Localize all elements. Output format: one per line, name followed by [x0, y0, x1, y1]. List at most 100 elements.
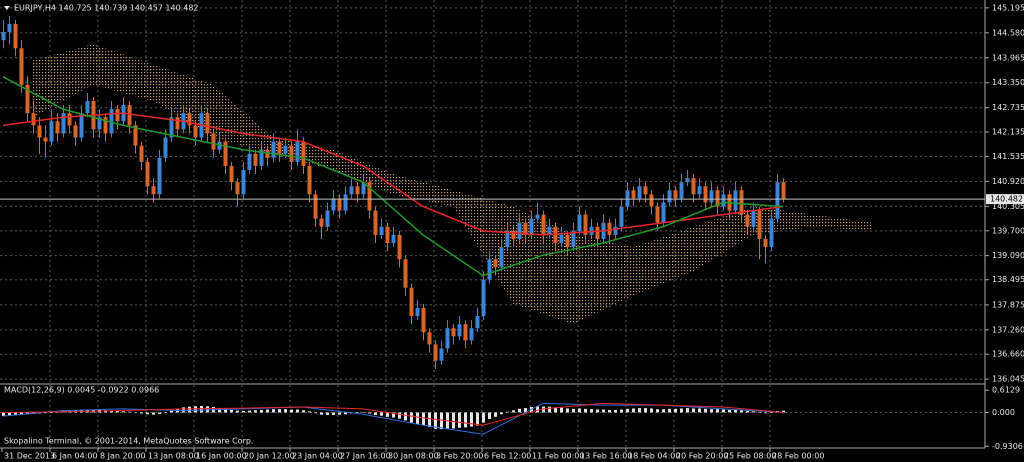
x-tick-label: 11 Feb 00:00: [532, 452, 584, 461]
candle-body: [499, 247, 504, 268]
macd-histogram-bar: [758, 412, 761, 413]
candle-body: [649, 194, 654, 207]
macd-histogram-bar: [470, 412, 473, 427]
macd-histogram-bar: [566, 408, 569, 413]
candle-body: [721, 194, 726, 207]
candle-body: [139, 145, 144, 162]
candle-body: [193, 125, 198, 138]
macd-histogram-bar: [278, 409, 281, 413]
candle-body: [415, 307, 420, 317]
macd-histogram-bar: [236, 410, 239, 413]
macd-histogram-bar: [518, 408, 521, 413]
macd-histogram-bar: [230, 409, 233, 413]
candle-body: [715, 190, 720, 207]
candle-body: [553, 226, 558, 244]
candle-body: [211, 133, 216, 150]
x-tick-label: 16 Jan 00:00: [196, 452, 247, 461]
candle-body: [547, 226, 552, 235]
macd-histogram-bar: [338, 412, 341, 415]
candle-body: [367, 182, 372, 211]
macd-histogram-bar: [548, 406, 551, 413]
y-tick-label: 145.195: [992, 3, 1024, 12]
candle-body: [133, 125, 138, 146]
candle-body: [487, 259, 492, 280]
macd-histogram-bar: [422, 412, 425, 426]
moving-average: [2, 112, 784, 236]
macd-histogram-bar: [50, 412, 53, 413]
y-tick-label: 139.700: [992, 226, 1024, 235]
last-price-label: 140.482: [990, 195, 1023, 204]
menu-arrow: [4, 6, 10, 10]
candle-body: [343, 194, 348, 211]
macd-histogram-bar: [188, 406, 191, 413]
macd-histogram-bar: [452, 412, 455, 429]
macd-histogram-bar: [512, 410, 515, 413]
macd-histogram-bar: [734, 409, 737, 413]
y-tick-label: 142.135: [992, 128, 1024, 137]
candle-body: [259, 149, 264, 166]
candle-body: [565, 234, 570, 248]
macd-histogram-bar: [8, 412, 11, 416]
macd-histogram-bar: [638, 408, 641, 413]
macd-histogram-bar: [152, 412, 155, 415]
macd-histogram-bar: [158, 412, 161, 414]
macd-histogram-bar: [596, 409, 599, 413]
macd-histogram-bar: [14, 412, 17, 415]
candle-body: [631, 190, 636, 199]
candle-body: [247, 153, 252, 170]
macd-histogram-bar: [578, 408, 581, 413]
x-tick-label: 31 Dec 2013: [4, 452, 55, 461]
macd-histogram-bar: [260, 409, 263, 413]
candle-body: [151, 186, 156, 195]
macd-histogram-bar: [290, 409, 293, 413]
candle-body: [541, 214, 546, 235]
candle-body: [313, 194, 318, 219]
macd-histogram-bar: [782, 410, 785, 413]
candle-body: [289, 145, 294, 162]
macd-histogram-bar: [752, 411, 755, 413]
candle-body: [349, 186, 354, 195]
macd-histogram-bar: [500, 412, 503, 415]
candle-body: [667, 190, 672, 203]
candle-body: [769, 218, 774, 248]
macd-histogram-bar: [134, 412, 137, 413]
copyright: Skopalino Terminal, © 2001-2014, MetaQuo…: [4, 437, 253, 446]
candle-body: [535, 214, 540, 219]
macd-histogram-bar: [536, 406, 539, 413]
candle-body: [379, 226, 384, 235]
candle-body: [97, 117, 102, 130]
candle-body: [31, 113, 36, 126]
candle-body: [337, 198, 342, 211]
x-tick-label: 3 Feb 20:00: [436, 452, 483, 461]
candle-body: [625, 190, 630, 207]
candle-body: [43, 137, 48, 142]
candle-body: [37, 125, 42, 138]
candle-body: [223, 141, 228, 166]
macd-histogram-bar: [632, 408, 635, 413]
candle-body: [619, 206, 624, 227]
macd-histogram-bar: [368, 412, 371, 414]
candle-body: [205, 113, 210, 134]
macd-histogram-bar: [194, 406, 197, 413]
y-tick-label: 140.305: [992, 202, 1024, 211]
candle-body: [253, 153, 258, 166]
x-tick-label: 28 Feb 00:00: [772, 452, 824, 461]
last-price-box: [986, 194, 1024, 205]
macd-histogram-bar: [554, 407, 557, 413]
macd-histogram-bar: [764, 412, 767, 414]
candle-body: [523, 222, 528, 235]
candle-body: [589, 226, 594, 235]
macd-histogram-bar: [740, 410, 743, 413]
macd-histogram-bar: [356, 412, 359, 414]
y-tick-label: 0.000: [992, 408, 1015, 417]
candle-body: [607, 222, 612, 235]
macd-histogram-bar: [698, 408, 701, 413]
candle-body: [733, 190, 738, 211]
candle-body: [661, 202, 666, 223]
candle-body: [301, 141, 306, 166]
candle-body: [745, 214, 750, 227]
macd-histogram-bar: [614, 409, 617, 413]
macd-histogram-bar: [620, 409, 623, 413]
candle-body: [655, 206, 660, 223]
